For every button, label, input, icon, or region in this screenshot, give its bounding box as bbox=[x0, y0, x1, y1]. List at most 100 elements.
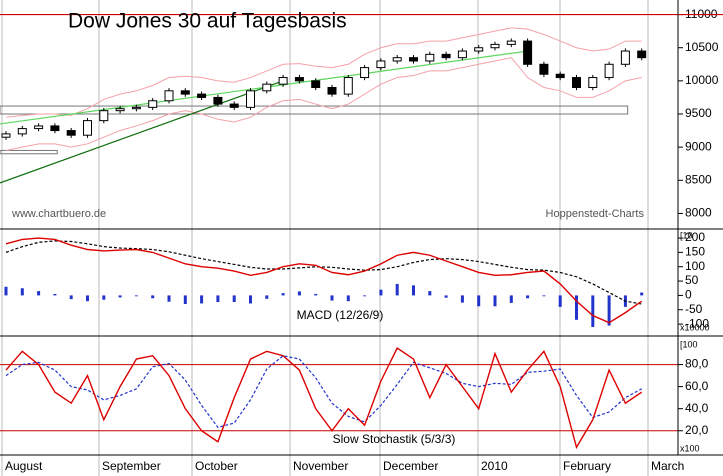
y-tick-label: -50 bbox=[685, 302, 703, 316]
y-tick-label: 10500 bbox=[685, 40, 719, 54]
histogram-bar bbox=[118, 295, 122, 298]
candle-body bbox=[637, 50, 647, 59]
histogram-bar bbox=[395, 283, 399, 296]
y-tick-label: 60,0 bbox=[685, 379, 709, 393]
candle-body bbox=[180, 90, 190, 95]
candle-body bbox=[66, 130, 76, 136]
y-tick-label: 40,0 bbox=[685, 401, 709, 415]
candle-body bbox=[229, 103, 239, 108]
price-zone bbox=[0, 105, 629, 115]
candle-body bbox=[278, 77, 288, 85]
panel-label: MACD (12/26/9) bbox=[297, 308, 384, 322]
histogram-bar bbox=[167, 295, 171, 302]
candle-body bbox=[409, 57, 418, 62]
candle-body bbox=[17, 128, 27, 135]
y-tick-label: 9000 bbox=[685, 139, 712, 153]
x-tick-label: August bbox=[5, 459, 43, 473]
scale-note: [10 bbox=[680, 230, 693, 240]
histogram-bar bbox=[232, 295, 236, 303]
candle-body bbox=[506, 40, 516, 45]
histogram-bar bbox=[477, 295, 481, 307]
line bbox=[5, 355, 642, 429]
candle-body bbox=[115, 108, 125, 112]
candle-body bbox=[620, 50, 630, 65]
histogram-bar bbox=[330, 295, 334, 301]
candle-body bbox=[311, 80, 321, 88]
histogram-bar bbox=[509, 295, 513, 303]
histogram-bar bbox=[86, 295, 89, 302]
line bbox=[5, 57, 642, 151]
histogram-bar bbox=[575, 295, 578, 320]
candle-body bbox=[327, 86, 337, 95]
candle-body bbox=[294, 77, 304, 82]
histogram-bar bbox=[607, 295, 611, 326]
candle-body bbox=[376, 60, 386, 69]
candle-body bbox=[474, 47, 484, 52]
y-tick-label: 8500 bbox=[685, 172, 712, 186]
candle-body bbox=[425, 53, 435, 62]
y-tick-label: 200 bbox=[685, 230, 705, 244]
histogram-bar bbox=[460, 295, 464, 303]
candle-body bbox=[360, 67, 370, 79]
histogram-bar bbox=[281, 293, 285, 296]
y-tick-label: 0 bbox=[685, 288, 692, 302]
histogram-bar bbox=[151, 295, 155, 299]
candle-body bbox=[131, 106, 141, 110]
histogram-bar bbox=[363, 295, 367, 297]
y-tick-label: 100 bbox=[685, 259, 705, 273]
trendline bbox=[0, 80, 284, 184]
histogram-bar bbox=[526, 295, 530, 299]
candle-body bbox=[1, 133, 11, 138]
histogram-bar bbox=[314, 293, 318, 296]
watermark: www.chartbuero.de bbox=[11, 208, 106, 220]
candle-body bbox=[213, 96, 223, 105]
line bbox=[5, 346, 643, 450]
chart-title: Dow Jones 30 auf Tagesbasis bbox=[68, 10, 347, 33]
line bbox=[5, 237, 643, 324]
candle-body bbox=[588, 77, 598, 88]
candle-body bbox=[604, 63, 614, 79]
histogram-bar bbox=[346, 295, 350, 302]
histogram-bar bbox=[102, 295, 106, 300]
histogram-bar bbox=[4, 286, 8, 296]
candle-body bbox=[392, 57, 402, 62]
line bbox=[5, 27, 642, 118]
y-tick-label: 10000 bbox=[685, 73, 719, 87]
y-tick-label: 150 bbox=[685, 245, 705, 259]
histogram-bar bbox=[412, 285, 415, 296]
panel-label: Slow Stochastik (5/3/3) bbox=[333, 432, 456, 446]
histogram-bar bbox=[37, 291, 41, 296]
candle-body bbox=[441, 53, 451, 59]
candle-body bbox=[555, 73, 565, 79]
x-tick-label: March bbox=[651, 459, 684, 473]
candle-body bbox=[539, 63, 549, 75]
scale-note: [100 bbox=[680, 339, 698, 349]
histogram-bar bbox=[200, 295, 204, 304]
candle-body bbox=[262, 83, 272, 92]
y-tick-label: -100 bbox=[685, 316, 709, 330]
candle-body bbox=[457, 50, 467, 59]
histogram-bar bbox=[640, 292, 644, 296]
histogram-bar bbox=[53, 293, 57, 296]
scale-note: x100 bbox=[680, 443, 700, 453]
candle-body bbox=[148, 100, 158, 108]
y-tick-label: 9500 bbox=[685, 106, 712, 120]
histogram-bar bbox=[216, 295, 220, 303]
histogram-bar bbox=[297, 291, 301, 296]
histogram-bar bbox=[249, 295, 252, 304]
candle-body bbox=[572, 77, 581, 88]
price-zone bbox=[0, 149, 58, 155]
x-tick-label: February bbox=[563, 459, 611, 473]
source-note: Hoppenstedt-Charts bbox=[546, 208, 645, 220]
candle-body bbox=[197, 93, 207, 98]
y-tick-label: 20,0 bbox=[685, 423, 709, 437]
y-tick-label: 11000 bbox=[685, 7, 718, 21]
x-tick-label: December bbox=[383, 459, 438, 473]
histogram-bar bbox=[20, 288, 24, 296]
histogram-bar bbox=[591, 295, 595, 327]
x-tick-label: September bbox=[102, 459, 161, 473]
y-tick-label: 80,0 bbox=[685, 357, 709, 371]
candle-body bbox=[50, 125, 60, 132]
